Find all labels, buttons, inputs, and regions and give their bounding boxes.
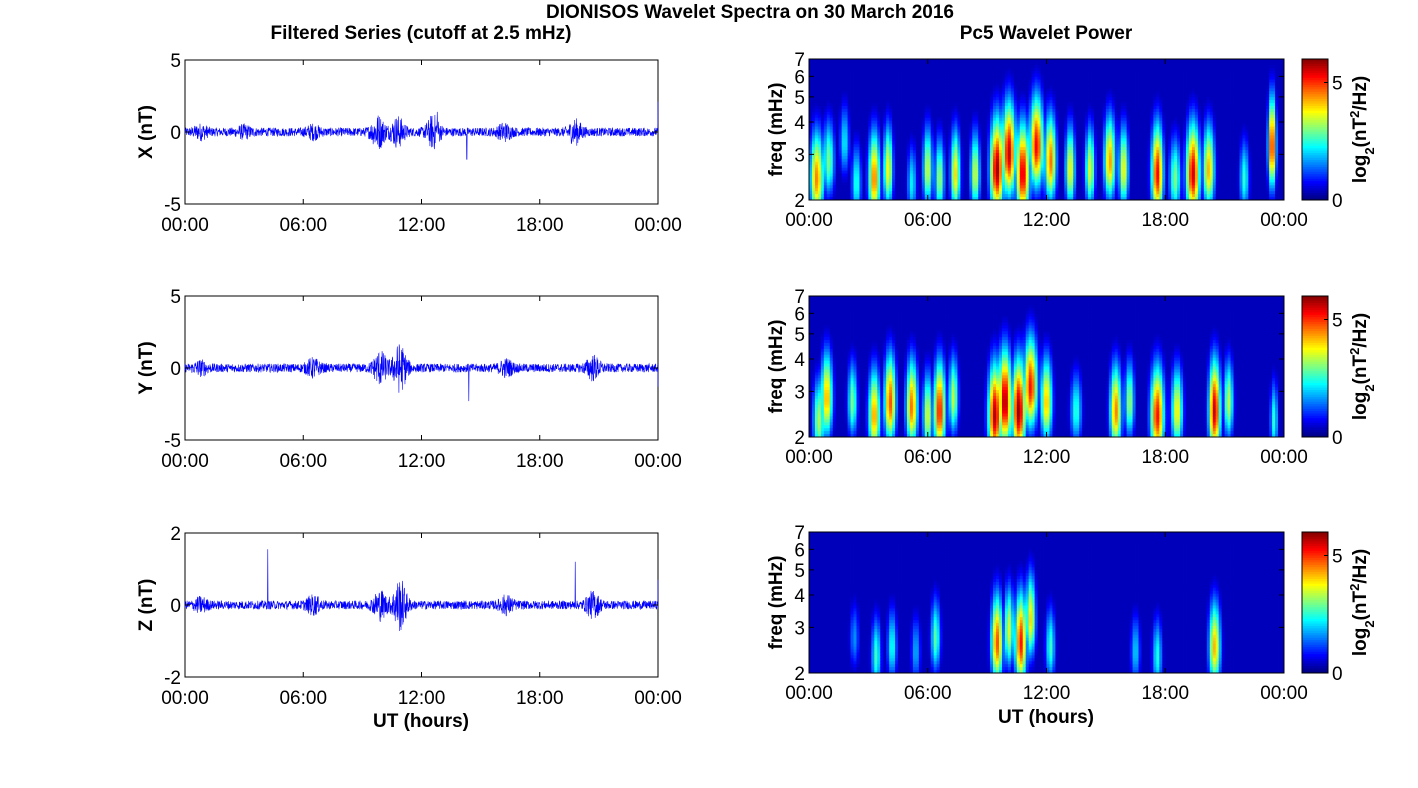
x-tick-label: 12:00	[1023, 210, 1071, 231]
x-tick-label: 12:00	[398, 451, 446, 472]
x-tick-label: 00:00	[161, 688, 209, 709]
y-tick-label: 5	[794, 325, 805, 346]
y-axis-label: Y (nT)	[136, 341, 157, 394]
x-tick-label: 18:00	[1141, 683, 1189, 704]
power-cells	[809, 532, 1284, 673]
y-tick-label: 2	[794, 664, 805, 685]
y-tick-label: 4	[794, 350, 805, 371]
y-tick-label: -5	[164, 431, 181, 452]
colorbar-tick-label: 0	[1332, 664, 1343, 685]
colorbar-tick-label: 5	[1332, 311, 1343, 332]
y-tick-label: 3	[794, 382, 805, 403]
power-cells	[809, 59, 1284, 200]
x-tick-label: 18:00	[1141, 447, 1189, 468]
colorbar-tick-label: 0	[1332, 428, 1343, 449]
x-tick-label: 12:00	[398, 688, 446, 709]
right-column-title: Pc5 Wavelet Power	[960, 23, 1133, 44]
x-tick-label: 12:00	[1023, 447, 1071, 468]
y-axis-label: Z (nT)	[136, 579, 157, 632]
colorbar-label: log2(nT2/Hz)	[1347, 313, 1377, 420]
y-tick-label: 5	[794, 88, 805, 109]
y-tick-label: -2	[164, 668, 181, 689]
x-tick-label: 06:00	[279, 451, 327, 472]
y-tick-label: 0	[170, 359, 181, 380]
x-tick-label: 00:00	[785, 683, 833, 704]
x-tick-label: 00:00	[1260, 210, 1308, 231]
y-tick-label: 5	[170, 51, 181, 72]
y-axis-label: freq (mHz)	[766, 320, 787, 414]
colorbar-label: log2(nT2/Hz)	[1347, 76, 1377, 183]
y-tick-label: 7	[794, 523, 805, 544]
series-panel-x: 50-500:00 06:00 12:00 18:00 00:00X (nT)	[136, 51, 682, 236]
x-tick-label: 06:00	[279, 215, 327, 236]
y-tick-label: 2	[794, 191, 805, 212]
x-tick-label: 00:00	[634, 688, 682, 709]
x-tick-label: 18:00	[1141, 210, 1189, 231]
x-tick-label: 18:00	[516, 215, 564, 236]
x-tick-label: 06:00	[904, 210, 952, 231]
y-tick-label: 0	[170, 596, 181, 617]
x-tick-label: 00:00	[634, 215, 682, 236]
y-tick-label: 7	[794, 287, 805, 308]
x-tick-label: 06:00	[904, 683, 952, 704]
y-tick-label: 4	[794, 586, 805, 607]
colorbar-tick-label: 5	[1332, 74, 1343, 95]
y-tick-label: 4	[794, 113, 805, 134]
y-tick-label: 3	[794, 618, 805, 639]
y-tick-label: 2	[794, 428, 805, 449]
x-tick-label: 00:00	[785, 447, 833, 468]
y-tick-label: 7	[794, 50, 805, 71]
x-tick-label: 12:00	[1023, 683, 1071, 704]
series-panel-z: 20-200:00 06:00 12:00 18:00 00:00Z (nT)	[136, 524, 682, 709]
y-tick-label: 5	[170, 287, 181, 308]
series-panel-y: 50-500:00 06:00 12:00 18:00 00:00Y (nT)	[136, 287, 682, 472]
y-axis-label: freq (mHz)	[766, 83, 787, 177]
right-x-axis-label: UT (hours)	[998, 707, 1094, 728]
x-tick-label: 00:00	[161, 215, 209, 236]
x-tick-label: 00:00	[785, 210, 833, 231]
x-tick-label: 06:00	[904, 447, 952, 468]
colorbar-label: log2(nT2/Hz)	[1347, 549, 1377, 656]
x-tick-label: 00:00	[161, 451, 209, 472]
x-tick-label: 00:00	[634, 451, 682, 472]
left-column-title: Filtered Series (cutoff at 2.5 mHz)	[271, 23, 572, 44]
y-axis-label: X (nT)	[136, 105, 157, 159]
y-tick-label: 3	[794, 145, 805, 166]
power-cells	[809, 296, 1284, 437]
left-x-axis-label: UT (hours)	[373, 711, 469, 732]
y-tick-label: -5	[164, 195, 181, 216]
x-tick-label: 18:00	[516, 688, 564, 709]
y-tick-label: 0	[170, 123, 181, 144]
figure-title: DIONISOS Wavelet Spectra on 30 March 201…	[546, 2, 954, 23]
y-axis-label: freq (mHz)	[766, 556, 787, 650]
y-tick-label: 5	[794, 561, 805, 582]
colorbar-tick-label: 0	[1332, 191, 1343, 212]
colorbar-tick-label: 5	[1332, 547, 1343, 568]
x-tick-label: 18:00	[516, 451, 564, 472]
y-tick-label: 2	[170, 524, 181, 545]
x-tick-label: 06:00	[279, 688, 327, 709]
x-tick-label: 00:00	[1260, 447, 1308, 468]
x-tick-label: 00:00	[1260, 683, 1308, 704]
x-tick-label: 12:00	[398, 215, 446, 236]
